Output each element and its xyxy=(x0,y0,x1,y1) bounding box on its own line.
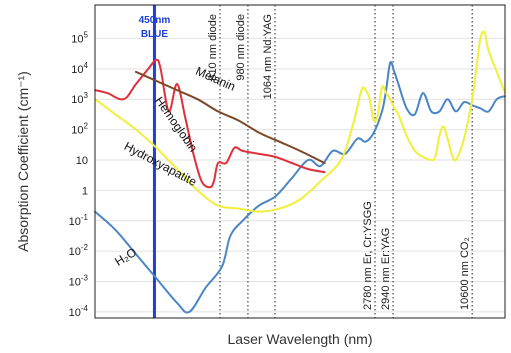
series-h-o-line xyxy=(94,61,506,314)
blue-line-label: 450nm xyxy=(139,15,171,26)
y-tick-label: 104 xyxy=(71,61,88,76)
laser-label: 810 nm diode xyxy=(207,14,219,81)
y-tick-label: 105 xyxy=(71,30,88,45)
y-tick-label: 1 xyxy=(82,185,88,197)
y-tick-label: 10-2 xyxy=(69,243,89,258)
laser-label: 2780 nm Er, Cr:YSGG xyxy=(362,201,374,310)
series-hydroxyapatite-line xyxy=(94,30,506,213)
y-tick-label: 103 xyxy=(71,91,88,106)
y-tick-label: 102 xyxy=(71,122,88,137)
blue-line-label: BLUE xyxy=(141,29,169,40)
laser-label: 10600 nm CO₂ xyxy=(459,237,471,310)
laser-label: 980 nm diode xyxy=(235,14,247,81)
laser-lines: 810 nm diode 980 nm diode 1064 nm Nd:YAG 27… xyxy=(139,5,473,318)
x-axis-title: Laser Wavelength (nm) xyxy=(228,331,373,347)
y-tick-label: 10-3 xyxy=(69,274,89,289)
y-tick-label: 10-4 xyxy=(69,304,89,319)
series-hemoglobin-line xyxy=(94,58,326,189)
laser-label: 2940 nm Er:YAG xyxy=(380,228,392,310)
laser-label: 1064 nm Nd:YAG xyxy=(262,14,274,99)
series-melanin-line xyxy=(135,70,326,164)
curve-label: Hemoglobin xyxy=(152,94,200,154)
curve-label: H₂O xyxy=(112,245,139,269)
y-axis-title: Absorption Coefficient (cm⁻¹) xyxy=(15,71,31,252)
grid xyxy=(95,37,505,313)
plot-frame xyxy=(94,4,506,319)
series-lines xyxy=(94,30,506,314)
y-tick-label: 10-1 xyxy=(69,213,89,228)
y-tick-label: 10 xyxy=(76,155,88,167)
